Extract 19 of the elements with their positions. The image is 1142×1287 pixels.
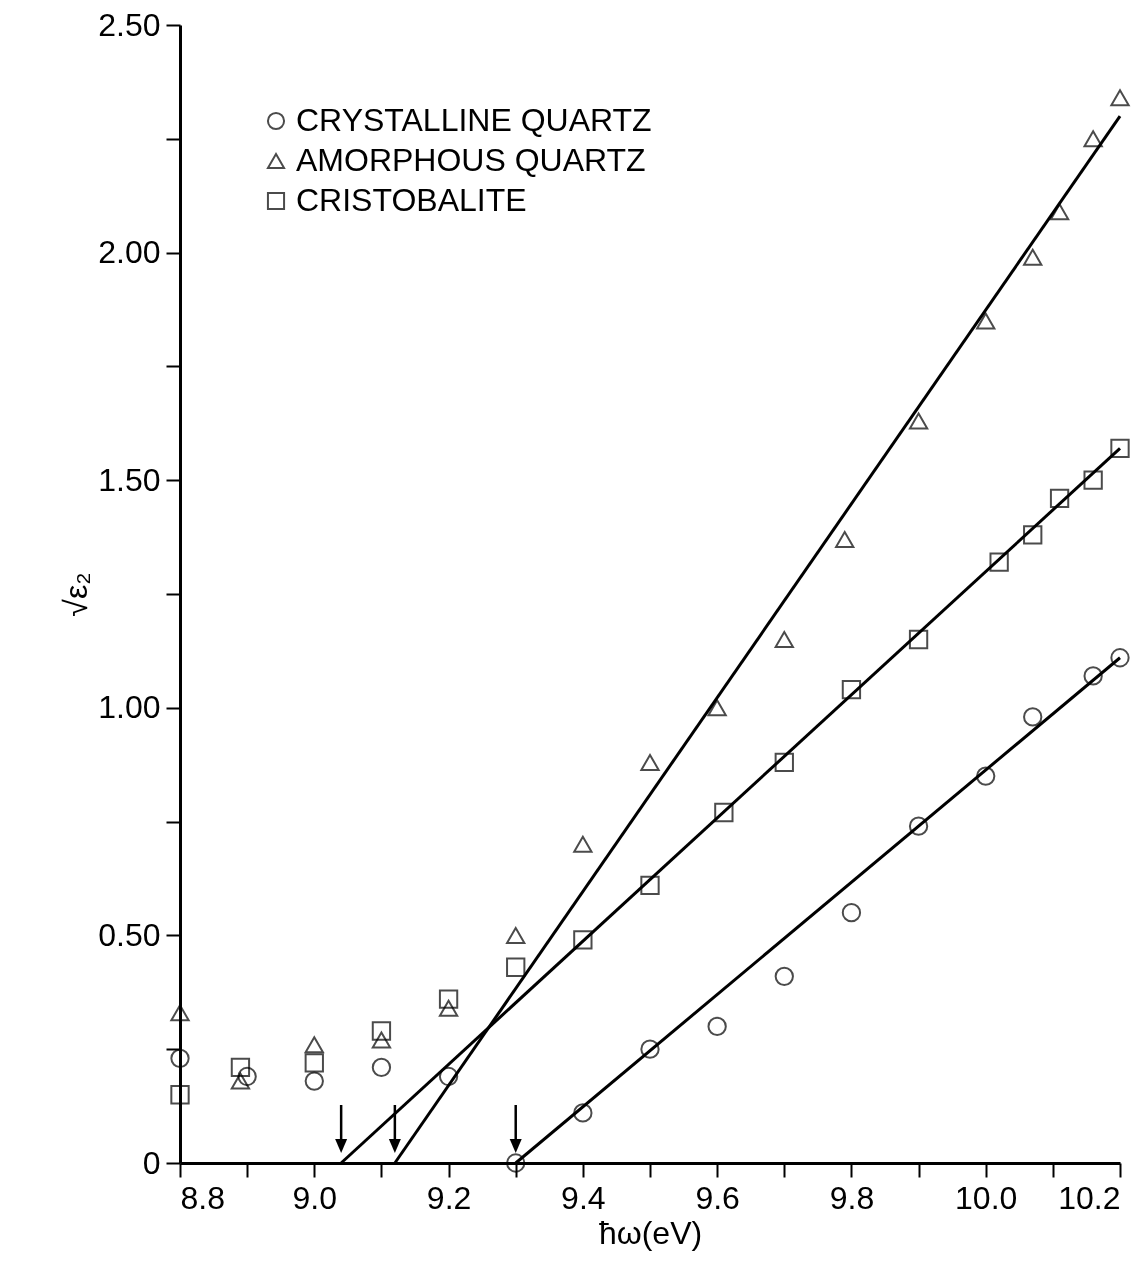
y-tick-label: 0 xyxy=(142,1144,161,1181)
x-axis-title: ħω(eV) xyxy=(598,1214,703,1251)
x-tick-label: 9.0 xyxy=(292,1179,338,1216)
x-tick-label: 9.4 xyxy=(561,1179,606,1216)
x-tick-label: 9.2 xyxy=(426,1179,472,1216)
y-tick-label: 2.00 xyxy=(98,234,161,271)
y-tick-label: 1.50 xyxy=(98,461,161,498)
legend-label: CRYSTALLINE QUARTZ xyxy=(296,102,652,138)
x-tick-label: 10.2 xyxy=(1058,1179,1121,1216)
legend-label: CRISTOBALITE xyxy=(296,182,527,218)
y-axis-title: √ε₂ xyxy=(58,572,95,617)
y-tick-label: 2.50 xyxy=(98,6,161,43)
legend-label: AMORPHOUS QUARTZ xyxy=(296,142,646,178)
x-tick-label: 10.0 xyxy=(955,1179,1018,1216)
y-tick-label: 1.00 xyxy=(98,689,161,726)
x-tick-label: 9.8 xyxy=(829,1179,875,1216)
x-tick-label: 9.6 xyxy=(695,1179,740,1216)
y-tick-label: 0.50 xyxy=(98,916,161,953)
x-tick-label: 8.8 xyxy=(180,1179,225,1216)
